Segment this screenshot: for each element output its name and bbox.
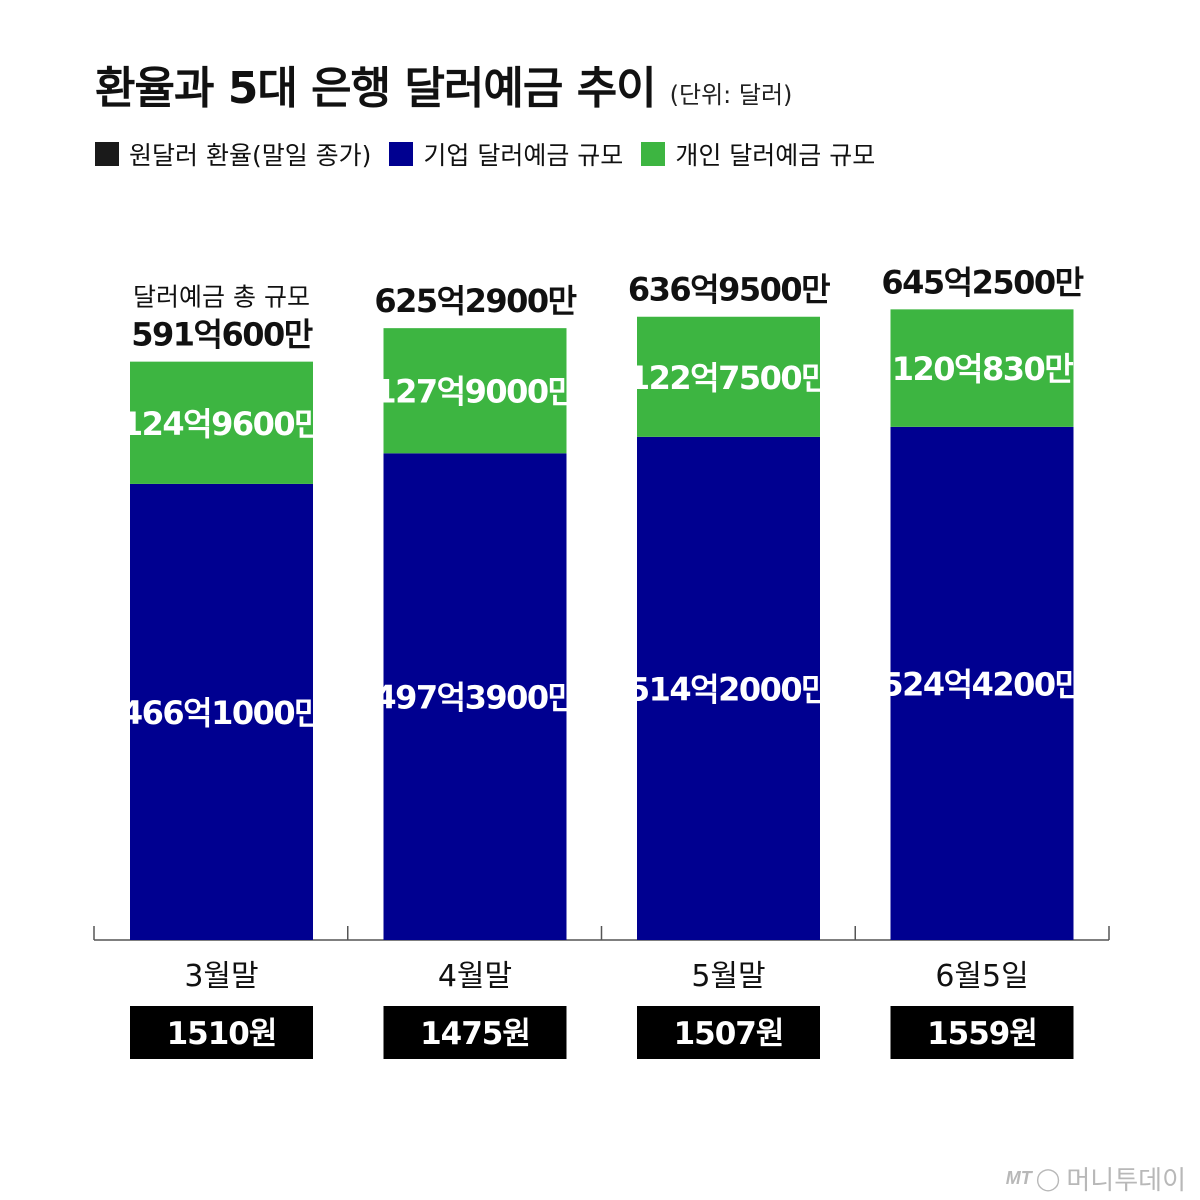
- exchange-rate-label: 1510원: [167, 1016, 277, 1052]
- category-label: 3월말: [184, 959, 258, 994]
- watermark-brand: 머니투데이: [1066, 1165, 1186, 1195]
- bar-individual: [637, 316, 820, 437]
- legend-label-exchange-rate: 원달러 환율(말일 종가): [129, 141, 372, 170]
- bar-label-corporate: 524억4200만: [881, 665, 1083, 703]
- bar-corporate: [130, 483, 313, 940]
- total-label: 645억2500만: [881, 263, 1083, 301]
- watermark-mt: MT: [1005, 1168, 1032, 1188]
- legend-item-corporate: 기업 달러예금 규모: [389, 136, 623, 172]
- legend: 원달러 환율(말일 종가) 기업 달러예금 규모 개인 달러예금 규모: [95, 136, 893, 172]
- category-label: 6월5일: [935, 959, 1028, 994]
- legend-label-corporate: 기업 달러예금 규모: [423, 141, 624, 170]
- title-row: 환율과 5대 은행 달러예금 추이 (단위: 달러): [95, 52, 792, 116]
- bar-corporate: [890, 426, 1074, 940]
- legend-item-individual: 개인 달러예금 규모: [641, 136, 875, 172]
- unit-label: (단위: 달러): [669, 81, 793, 109]
- bar-label-individual: 124억9600만: [121, 405, 323, 443]
- total-label: 636억9500만: [628, 271, 830, 309]
- total-label: 625억2900만: [374, 282, 576, 320]
- bar-label-individual: 120억830만: [892, 350, 1074, 388]
- bar-individual: [130, 361, 313, 484]
- exchange-rate-box: [637, 1006, 820, 1059]
- bar-label-corporate: 514억2000만: [628, 670, 830, 708]
- legend-swatch-corporate: [389, 142, 414, 166]
- exchange-rate-label: 1475원: [420, 1016, 530, 1052]
- legend-swatch-individual: [641, 142, 666, 166]
- bar-label-corporate: 466억1000만: [121, 694, 323, 732]
- bar-corporate: [383, 453, 567, 940]
- category-label: 4월말: [438, 959, 512, 994]
- legend-item-exchange-rate: 원달러 환율(말일 종가): [95, 136, 371, 172]
- bar-label-individual: 127억9000만: [374, 373, 576, 411]
- exchange-rate-label: 1559원: [927, 1016, 1037, 1052]
- bar-label-corporate: 497억3900만: [374, 679, 576, 717]
- legend-swatch-exchange-rate: [95, 142, 119, 166]
- total-prefix-label: 달러예금 총 규모: [133, 283, 310, 312]
- bar-corporate: [637, 436, 820, 940]
- chart-title: 환율과 5대 은행 달러예금 추이: [95, 63, 657, 114]
- exchange-rate-label: 1507원: [674, 1016, 784, 1052]
- watermark-logo-icon: ◯: [1035, 1165, 1061, 1191]
- category-label: 5월말: [691, 959, 765, 994]
- bar-label-individual: 122억7500만: [628, 359, 830, 397]
- bar-individual: [890, 309, 1074, 427]
- total-label: 591억600만: [131, 316, 313, 354]
- bar-individual: [383, 328, 567, 454]
- exchange-rate-box: [890, 1006, 1074, 1059]
- exchange-rate-box: [383, 1006, 567, 1059]
- legend-label-individual: 개인 달러예금 규모: [675, 141, 876, 170]
- exchange-rate-box: [130, 1006, 313, 1059]
- watermark: MT ◯ 머니투데이: [1006, 1160, 1186, 1197]
